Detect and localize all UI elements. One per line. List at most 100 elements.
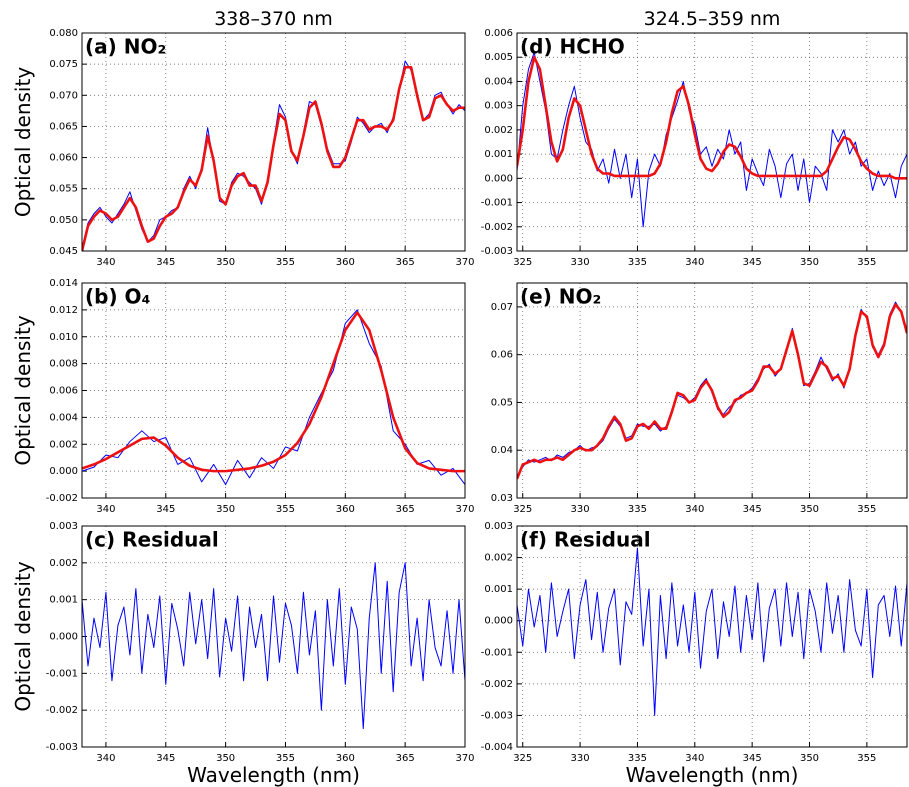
y-tick-label: 0.03 <box>491 493 513 504</box>
y-tick-label: -0.001 <box>46 668 78 679</box>
x-tick-label: 355 <box>276 504 295 515</box>
panel: -0.002 0.000 0.002 0.004 0.006 0.008 0.010 0.01… <box>11 278 475 515</box>
x-tick-label: 350 <box>216 753 235 764</box>
data-line <box>82 309 465 486</box>
x-tick-label: 345 <box>156 257 175 268</box>
x-axis-label: Wavelength (nm) <box>187 763 360 787</box>
y-axis-label: Optical density <box>11 561 35 711</box>
y-tick-label: 0.065 <box>49 121 78 132</box>
y-tick-label: 0.080 <box>49 28 78 39</box>
y-tick-label: -0.002 <box>46 493 78 504</box>
y-tick-label: 0.003 <box>49 521 78 532</box>
y-tick-label: 0.010 <box>49 332 78 343</box>
x-tick-label: 345 <box>743 504 762 515</box>
y-tick-label: 0.006 <box>484 28 513 39</box>
y-tick-label: 0.001 <box>49 595 78 606</box>
panel: -0.003 -0.002 -0.001 0.000 0.001 0.002 0.003 0.… <box>481 8 908 268</box>
y-tick-label: 0.07 <box>491 302 513 313</box>
y-tick-label: 0.04 <box>491 445 513 456</box>
y-tick-label: -0.002 <box>481 679 513 690</box>
x-tick-label: 350 <box>800 753 819 764</box>
y-tick-label: 0.002 <box>49 558 78 569</box>
x-tick-label: 355 <box>276 257 295 268</box>
frame <box>81 525 466 748</box>
x-tick-label: 350 <box>800 504 819 515</box>
x-tick-label: 350 <box>216 504 235 515</box>
x-tick-label: 335 <box>628 504 647 515</box>
y-tick-label: 0.002 <box>49 439 78 450</box>
x-tick-label: 340 <box>685 753 704 764</box>
y-tick-label: 0.002 <box>484 125 513 136</box>
column-title: 338–370 nm <box>214 8 333 30</box>
y-axis-label: Optical density <box>11 67 35 217</box>
x-axis-label: Wavelength (nm) <box>626 763 799 787</box>
y-axis-label: Optical density <box>11 315 35 465</box>
x-tick-label: 365 <box>396 504 415 515</box>
panel: 0.045 0.050 0.055 0.060 0.065 0.070 0.075 0.080… <box>11 8 475 268</box>
x-tick-label: 370 <box>455 257 474 268</box>
x-tick-label: 360 <box>336 257 355 268</box>
y-tick-label: 0.075 <box>49 59 78 70</box>
frame <box>516 282 908 499</box>
frame <box>81 282 466 499</box>
x-tick-label: 330 <box>571 257 590 268</box>
panel-label: (c) Residual <box>85 528 219 552</box>
data-line <box>82 562 465 730</box>
data-line <box>517 303 907 480</box>
data-line <box>517 55 907 180</box>
x-tick-label: 345 <box>743 257 762 268</box>
x-tick-label: 355 <box>276 753 295 764</box>
y-tick-label: -0.004 <box>481 742 513 753</box>
y-tick-label: 0.014 <box>49 278 78 289</box>
y-tick-label: 0.050 <box>49 215 78 226</box>
y-tick-label: -0.001 <box>481 198 513 209</box>
x-tick-label: 355 <box>857 257 876 268</box>
y-tick-label: 0.003 <box>484 521 513 532</box>
y-tick-label: -0.002 <box>46 705 78 716</box>
panel-label: (f) Residual <box>520 528 651 552</box>
y-tick-label: -0.002 <box>481 222 513 233</box>
x-tick-label: 340 <box>96 257 115 268</box>
y-tick-label: 0.005 <box>484 52 513 63</box>
y-tick-label: -0.001 <box>481 647 513 658</box>
x-tick-label: 340 <box>96 753 115 764</box>
x-tick-label: 335 <box>628 257 647 268</box>
y-tick-label: 0.004 <box>49 412 78 423</box>
x-tick-label: 360 <box>336 753 355 764</box>
x-tick-label: 325 <box>513 257 532 268</box>
x-tick-label: 330 <box>571 504 590 515</box>
x-tick-label: 370 <box>455 753 474 764</box>
x-tick-label: 345 <box>156 753 175 764</box>
panel: 0.03 0.04 0.05 0.06 0.07 325 330 335 340 345 350 35… <box>491 282 908 515</box>
y-tick-label: 0.012 <box>49 305 78 316</box>
panel-label: (b) O₄ <box>85 285 150 309</box>
panel-label: (a) NO₂ <box>85 35 166 59</box>
y-tick-label: 0.001 <box>484 149 513 160</box>
x-tick-label: 360 <box>336 504 355 515</box>
x-tick-label: 350 <box>800 257 819 268</box>
y-tick-label: 0.008 <box>49 359 78 370</box>
x-tick-label: 325 <box>513 753 532 764</box>
y-tick-label: 0.06 <box>491 350 513 361</box>
x-tick-label: 340 <box>685 504 704 515</box>
y-tick-label: 0.055 <box>49 184 78 195</box>
x-tick-label: 350 <box>216 257 235 268</box>
column-title: 324.5–359 nm <box>644 8 781 30</box>
x-tick-label: 365 <box>396 753 415 764</box>
y-tick-label: 0.004 <box>484 76 513 87</box>
y-tick-label: 0.070 <box>49 90 78 101</box>
x-tick-label: 335 <box>628 753 647 764</box>
panel-label: (e) NO₂ <box>520 285 601 309</box>
y-tick-label: -0.003 <box>481 246 513 257</box>
y-tick-label: 0.000 <box>49 466 78 477</box>
y-tick-label: -0.003 <box>46 742 78 753</box>
x-tick-label: 340 <box>96 504 115 515</box>
panel: -0.004 -0.003 -0.002 -0.001 0.000 0.001 0.002 0… <box>481 521 908 787</box>
x-tick-label: 355 <box>857 753 876 764</box>
data-line <box>517 547 907 716</box>
frame <box>81 32 466 252</box>
y-tick-label: 0.006 <box>49 386 78 397</box>
panel: -0.003 -0.002 -0.001 0.000 0.001 0.002 0.003 34… <box>11 521 475 787</box>
data-line <box>82 311 465 473</box>
